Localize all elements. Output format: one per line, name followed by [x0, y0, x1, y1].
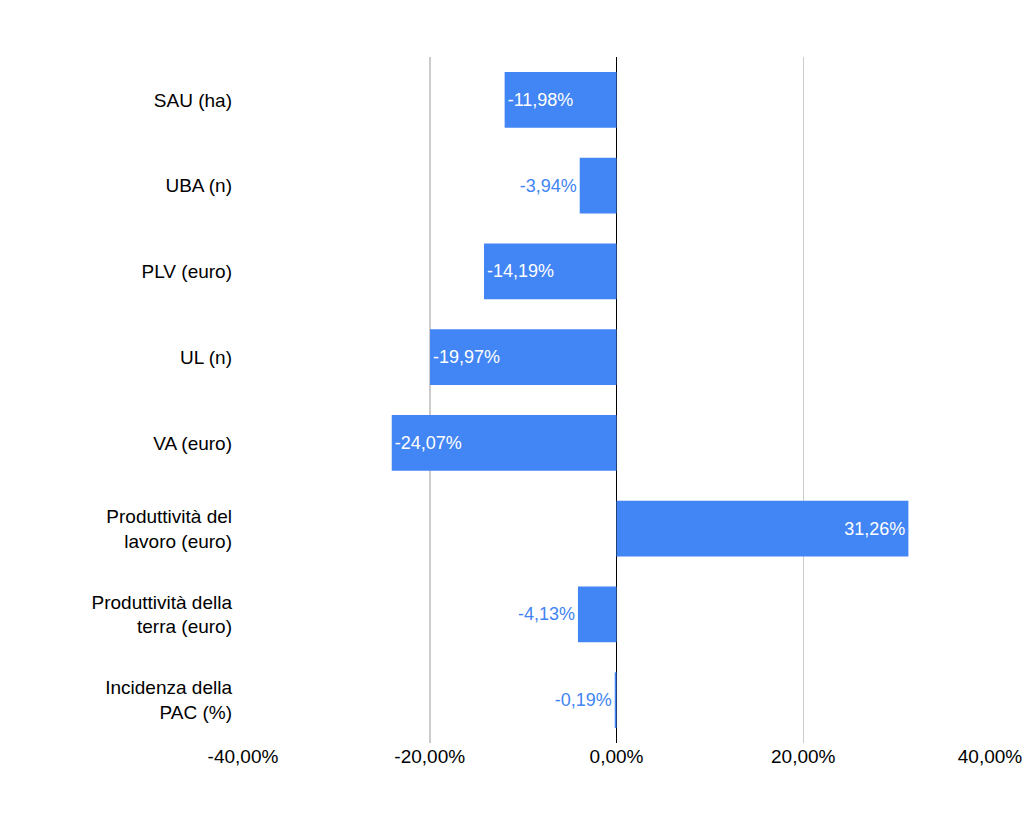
svg-text:-40,00%: -40,00% — [208, 746, 279, 767]
svg-text:20,00%: 20,00% — [771, 746, 836, 767]
svg-text:-4,13%: -4,13% — [518, 604, 575, 624]
svg-text:0,00%: 0,00% — [590, 746, 644, 767]
svg-text:SAU (ha): SAU (ha) — [154, 90, 232, 111]
svg-text:PLV (euro): PLV (euro) — [142, 261, 232, 282]
svg-text:-11,98%: -11,98% — [508, 90, 574, 110]
svg-text:UBA (n): UBA (n) — [165, 175, 232, 196]
svg-text:Produttività dellavoro (euro): Produttività dellavoro (euro) — [106, 506, 232, 552]
svg-text:31,26%: 31,26% — [844, 519, 905, 539]
svg-text:Produttività dellaterra (euro): Produttività dellaterra (euro) — [92, 592, 233, 638]
svg-text:-19,97%: -19,97% — [433, 347, 500, 367]
svg-text:40,00%: 40,00% — [958, 746, 1023, 767]
svg-text:VA (euro): VA (euro) — [153, 433, 232, 454]
svg-text:-24,07%: -24,07% — [395, 433, 462, 453]
svg-text:-20,00%: -20,00% — [394, 746, 465, 767]
svg-text:UL (n): UL (n) — [180, 347, 232, 368]
svg-text:-14,19%: -14,19% — [487, 261, 554, 281]
svg-text:-0,19%: -0,19% — [555, 690, 612, 710]
svg-text:-3,94%: -3,94% — [520, 176, 577, 196]
svg-text:Incidenza dellaPAC (%): Incidenza dellaPAC (%) — [105, 677, 232, 723]
